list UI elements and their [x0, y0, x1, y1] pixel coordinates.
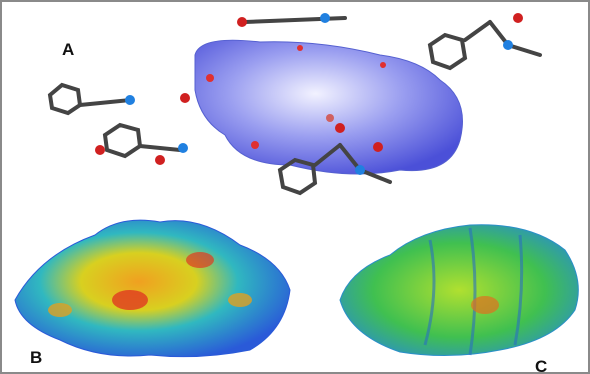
panel-label: C	[535, 357, 547, 374]
panel-label: A	[62, 40, 74, 59]
figure: A B C	[0, 0, 590, 374]
panel-label: B	[30, 348, 42, 367]
page: {"panels": [{"label": "A"}, {"label": "B…	[0, 0, 590, 374]
